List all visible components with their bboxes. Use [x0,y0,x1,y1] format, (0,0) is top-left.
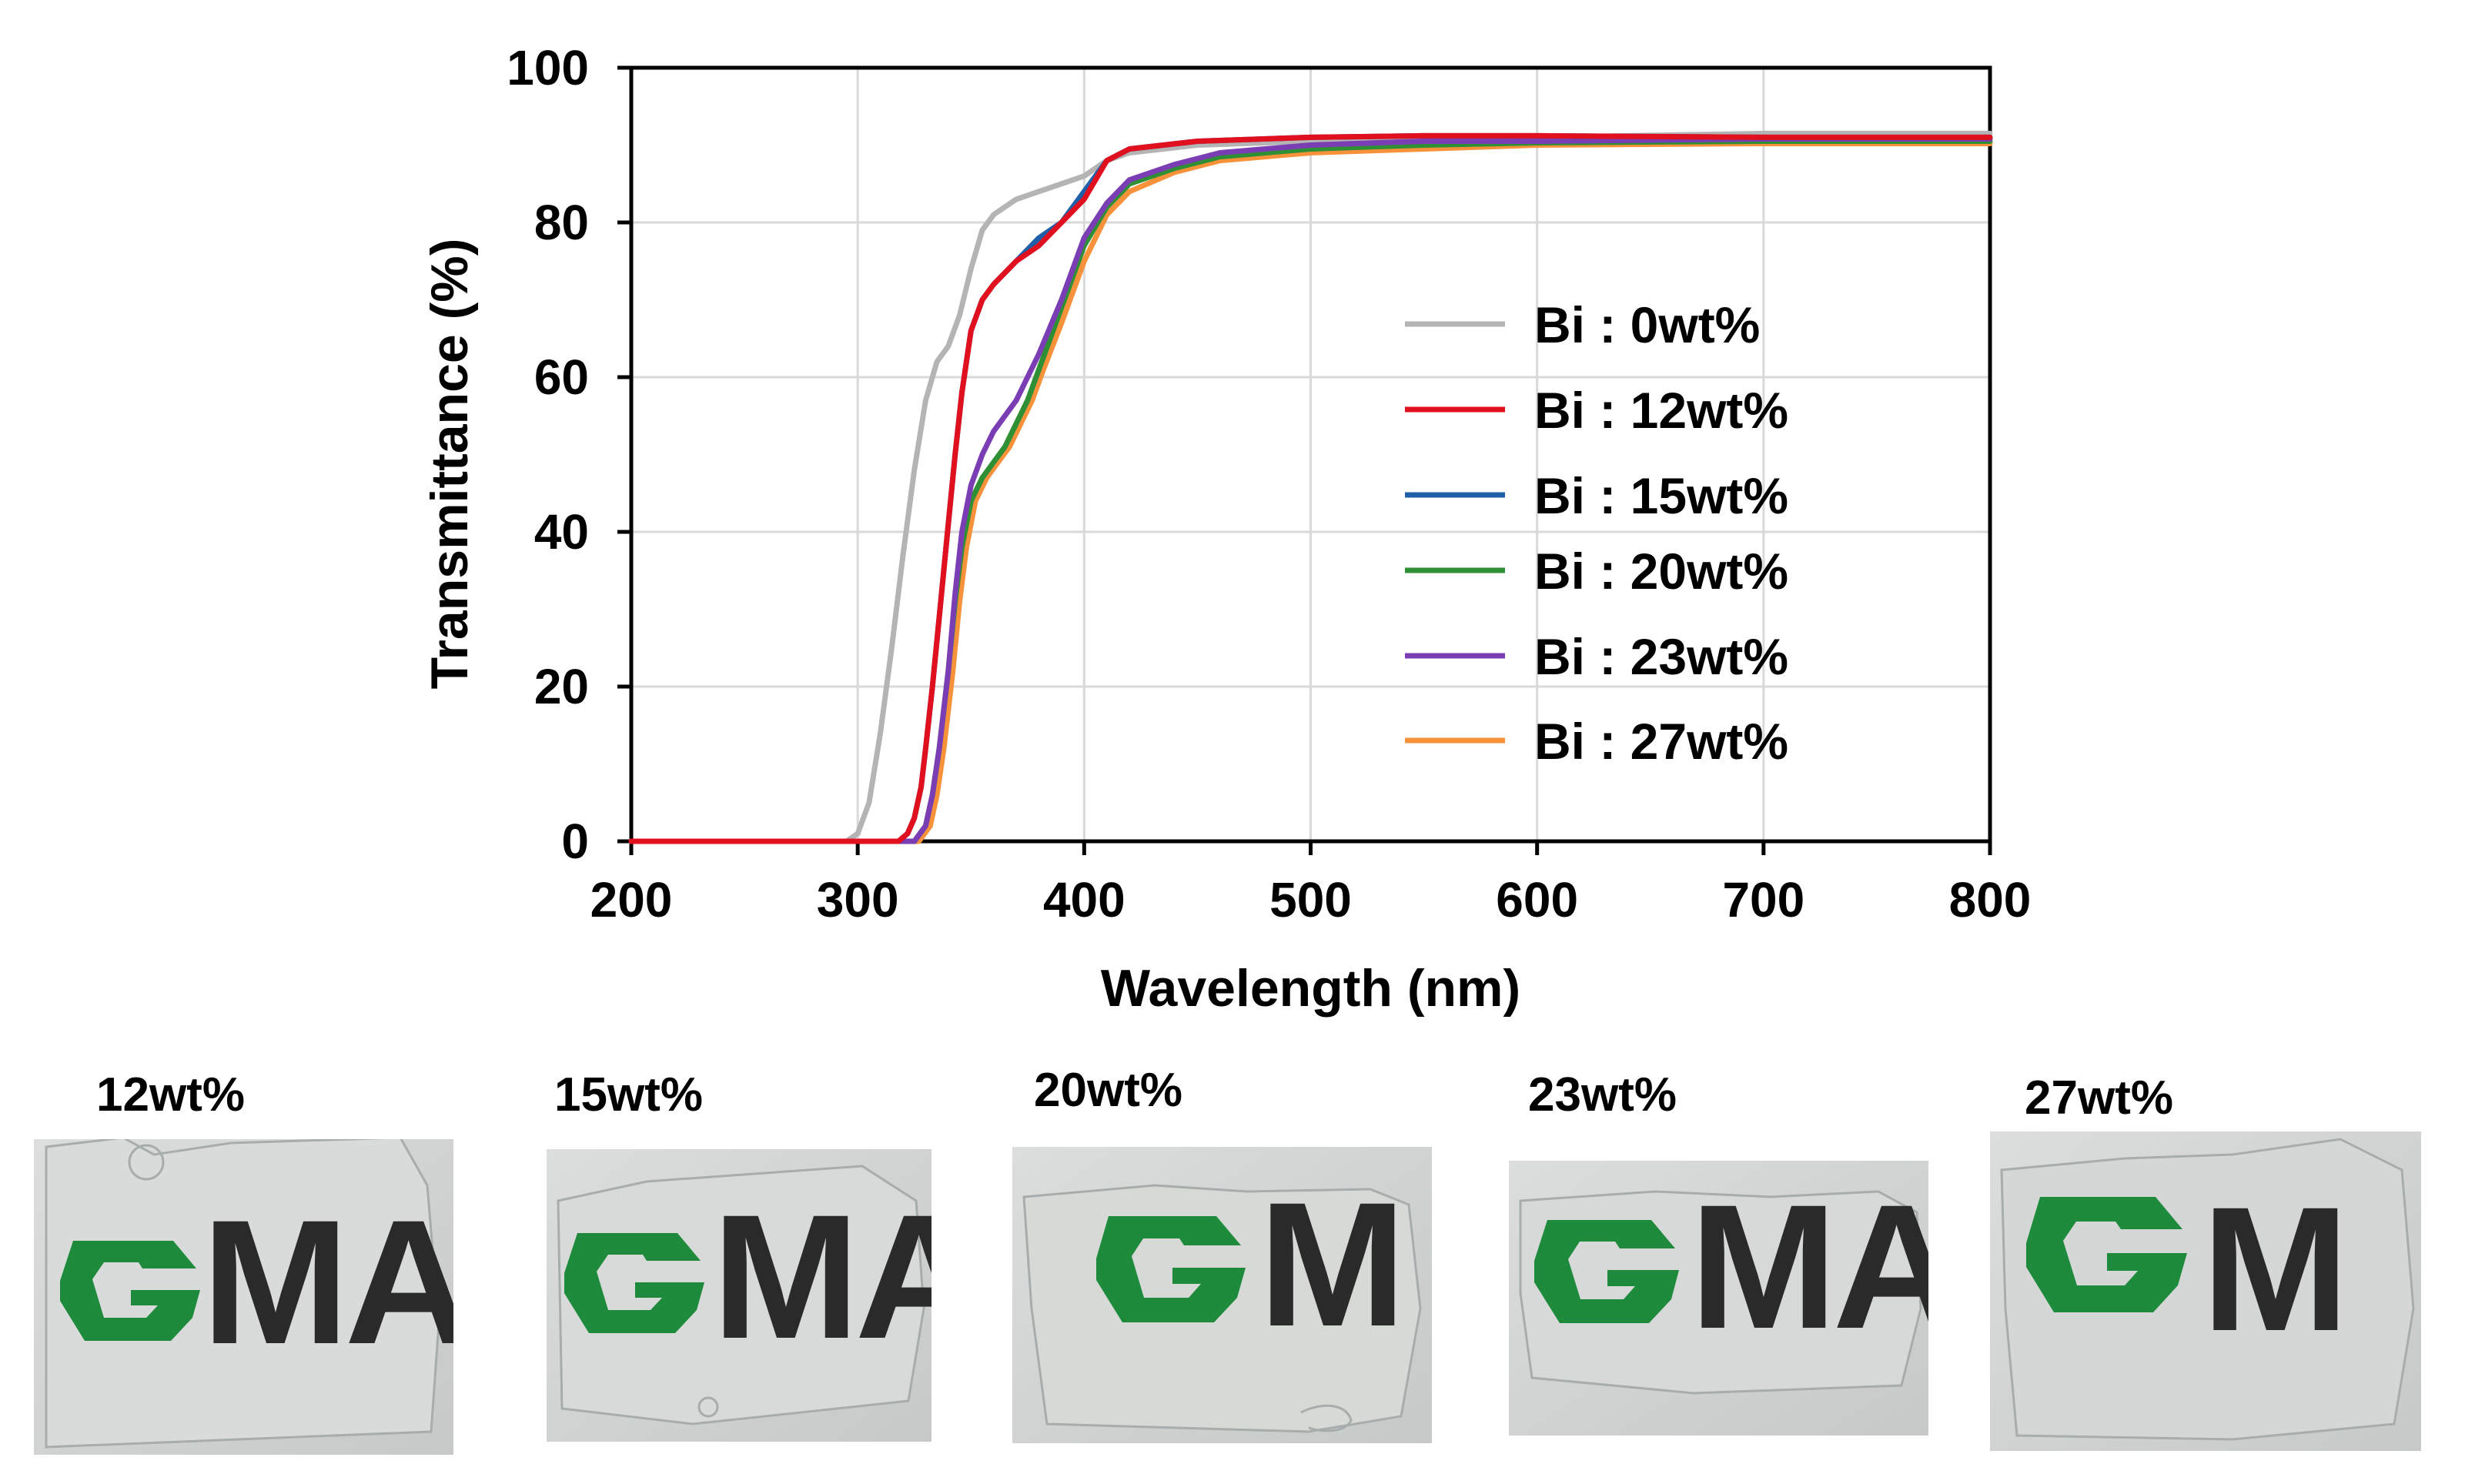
y-axis-title: Transmittance (%) [420,239,479,690]
axis-ticks [617,65,1992,855]
x-tick-labels: 200 300 400 500 600 700 800 [590,872,2032,928]
film-notch [1300,1404,1353,1432]
y-tick-label: 80 [534,195,589,250]
y-tick-label: 40 [534,504,589,560]
series-line-0 [628,130,1993,844]
transmittance-chart: 200 300 400 500 600 700 800 0 20 40 60 80 100 Wavel… [420,40,2031,1018]
gma-logo: MA [1534,1168,1957,1365]
x-tick-label: 700 [1722,872,1804,928]
logo-mark-icon [60,1241,200,1341]
photo-panel-27wt: 27wt% M [1990,1071,2421,1451]
y-tick-label: 60 [534,349,589,405]
gma-logo: M [1096,1165,1406,1363]
x-tick-label: 800 [1949,872,2032,928]
photo-panel-12wt: 12wt% MA [34,1068,469,1455]
series-line-4 [628,136,1993,844]
series-lines [628,130,1993,844]
logo-mark-icon [2026,1197,2187,1312]
legend-label: Bi : 15wt% [1534,467,1788,524]
photo-label: 20wt% [1034,1064,1182,1117]
legend-label: Bi : 27wt% [1534,713,1788,770]
x-tick-label: 200 [590,872,673,928]
film-hole [128,1144,165,1181]
logo-mark-icon [564,1233,704,1333]
gma-logo: MA [60,1183,469,1381]
x-tick-label: 500 [1269,872,1352,928]
logo-text: M [2202,1170,2345,1368]
photo-panel-20wt: 20wt% M [1012,1064,1432,1443]
sample-photos: 12wt% MA 15wt% MA [34,1064,2421,1455]
photo-label: 23wt% [1528,1068,1677,1121]
photo-panel-23wt: 23wt% MA [1509,1068,1957,1436]
logo-mark-icon [1096,1216,1246,1322]
gma-logo: M [2026,1170,2350,1368]
x-tick-label: 400 [1043,872,1125,928]
photo-panel-15wt: 15wt% MA [547,1068,979,1442]
y-tick-labels: 0 20 40 60 80 100 [507,40,589,869]
photo-label: 15wt% [554,1068,703,1121]
legend: Bi : 0wt% Bi : 12wt% Bi : 15wt% Bi : 20wt% B… [1405,296,1788,770]
logo-text: M [1259,1165,1402,1363]
legend-label: Bi : 23wt% [1534,628,1788,685]
logo-text: MA [712,1178,979,1375]
y-tick-label: 20 [534,659,589,714]
series-line-5 [628,141,1993,844]
legend-label: Bi : 0wt% [1534,296,1760,353]
legend-label: Bi : 20wt% [1534,543,1788,600]
y-tick-label: 100 [507,40,589,95]
logo-mark-icon [1534,1220,1679,1323]
film-hole [697,1396,719,1418]
film-sample-outline [557,1165,925,1426]
x-tick-label: 300 [817,872,899,928]
x-axis-title: Wavelength (nm) [1101,959,1520,1018]
x-tick-label: 600 [1496,872,1578,928]
photo-label: 12wt% [96,1068,245,1121]
gma-logo: MA [564,1178,979,1375]
logo-text: MA [202,1183,469,1381]
photo-label: 27wt% [2025,1071,2173,1125]
legend-label: Bi : 12wt% [1534,382,1788,439]
series-line-1 [628,132,1993,844]
logo-text: MA [1690,1168,1957,1365]
y-tick-label: 0 [561,814,589,869]
